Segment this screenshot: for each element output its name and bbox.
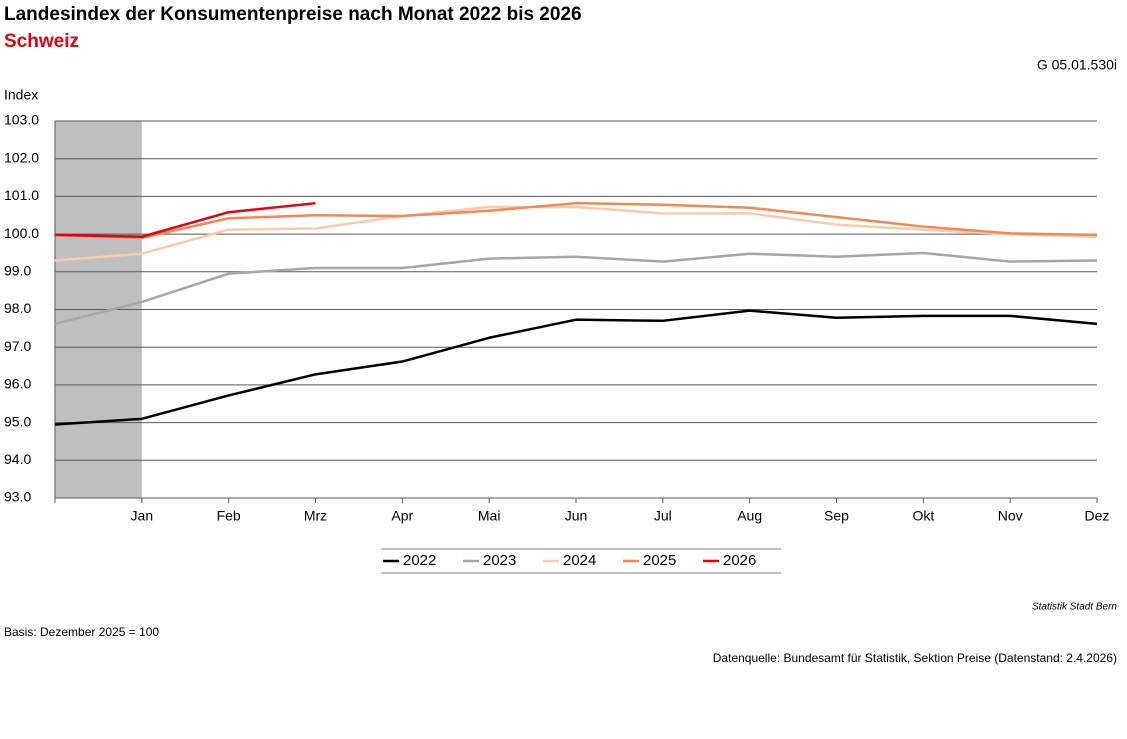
legend-label: 2025: [643, 552, 676, 569]
series-line: [54, 201, 1098, 240]
source-org: Statistik Stadt Bern: [1032, 602, 1117, 613]
chart-title: Landesindex der Konsumentenpreise nach M…: [4, 4, 582, 25]
legend-label: 2023: [483, 552, 516, 569]
y-tick-label: 97.0: [4, 338, 31, 354]
y-axis-label: Index: [4, 87, 38, 103]
legend-label: 2024: [563, 552, 596, 569]
series-line: [54, 251, 1098, 326]
y-tick-label: 99.0: [4, 263, 31, 279]
x-tick-label: Jun: [565, 508, 588, 524]
y-tick-label: 98.0: [4, 300, 31, 316]
x-tick-label: Feb: [217, 508, 241, 524]
y-tick-label: 94.0: [4, 451, 31, 467]
x-tick-label: Okt: [912, 508, 934, 524]
chart-subtitle: Schweiz: [4, 31, 79, 52]
y-tick-label: 95.0: [4, 413, 31, 429]
x-tick-label: Apr: [391, 508, 413, 524]
y-tick-label: 101.0: [4, 187, 39, 203]
basis-note: Basis: Dezember 2025 = 100: [4, 625, 159, 639]
series-line: [54, 205, 1098, 262]
x-tick-label: Mrz: [304, 508, 327, 524]
y-tick-label: 100.0: [4, 225, 39, 241]
chart-code: G 05.01.530i: [1037, 57, 1117, 73]
legend-label: 2022: [403, 552, 436, 569]
x-tick-label: Sep: [824, 508, 849, 524]
x-tick-label: Mai: [478, 508, 501, 524]
legend-label: 2026: [723, 552, 756, 569]
x-tick-label: Dez: [1085, 508, 1110, 524]
y-tick-label: 102.0: [4, 149, 39, 165]
series-line: [54, 201, 316, 238]
x-tick-label: Jan: [131, 508, 154, 524]
x-tick-label: Jul: [654, 508, 672, 524]
series-line: [54, 309, 1098, 426]
x-tick-label: Aug: [737, 508, 762, 524]
x-tick-label: Nov: [998, 508, 1023, 524]
y-tick-label: 96.0: [4, 376, 31, 392]
y-tick-label: 103.0: [4, 112, 39, 128]
y-tick-label: 93.0: [4, 489, 31, 505]
source-note: Datenquelle: Bundesamt für Statistik, Se…: [713, 651, 1117, 665]
